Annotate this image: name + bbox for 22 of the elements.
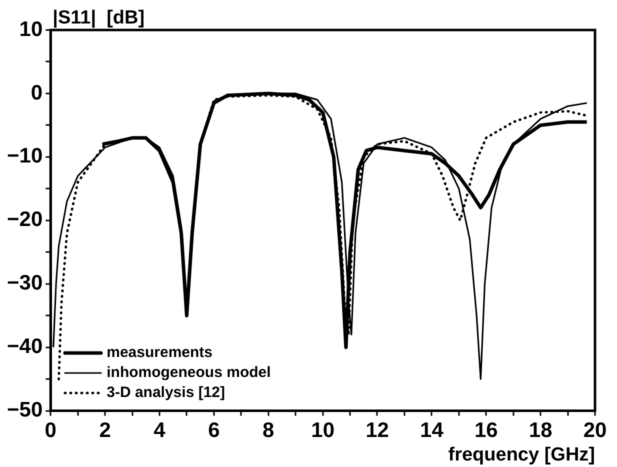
y-tick-label: −10 [6, 144, 43, 168]
x-tick-label: 14 [420, 419, 444, 442]
legend-label: 3-D analysis [12] [106, 382, 225, 403]
y-tick-label: −40 [6, 335, 43, 358]
legend-label: inhomogeneous model [106, 362, 271, 383]
y-tick-label: −30 [6, 272, 43, 295]
y-tick-label: 10 [19, 18, 43, 41]
x-tick-label: 2 [99, 419, 111, 442]
x-tick-label: 18 [528, 419, 553, 442]
x-tick-label: 8 [262, 419, 275, 442]
y-tick-label: 0 [30, 81, 43, 104]
x-tick-label: 16 [474, 419, 498, 442]
x-tick-label: 12 [366, 419, 389, 442]
x-tick-label: 4 [154, 419, 166, 442]
legend-label: measurements [106, 342, 212, 363]
x-tick-label: 10 [311, 419, 334, 442]
y-tick-label: −20 [6, 208, 43, 232]
y-axis-title: |S11| [dB] [52, 8, 145, 29]
x-tick-label: 6 [208, 419, 220, 442]
x-axis-title: frequency [GHz] [448, 444, 595, 466]
y-tick-label: −50 [6, 398, 43, 422]
x-tick-label: 20 [583, 419, 607, 442]
